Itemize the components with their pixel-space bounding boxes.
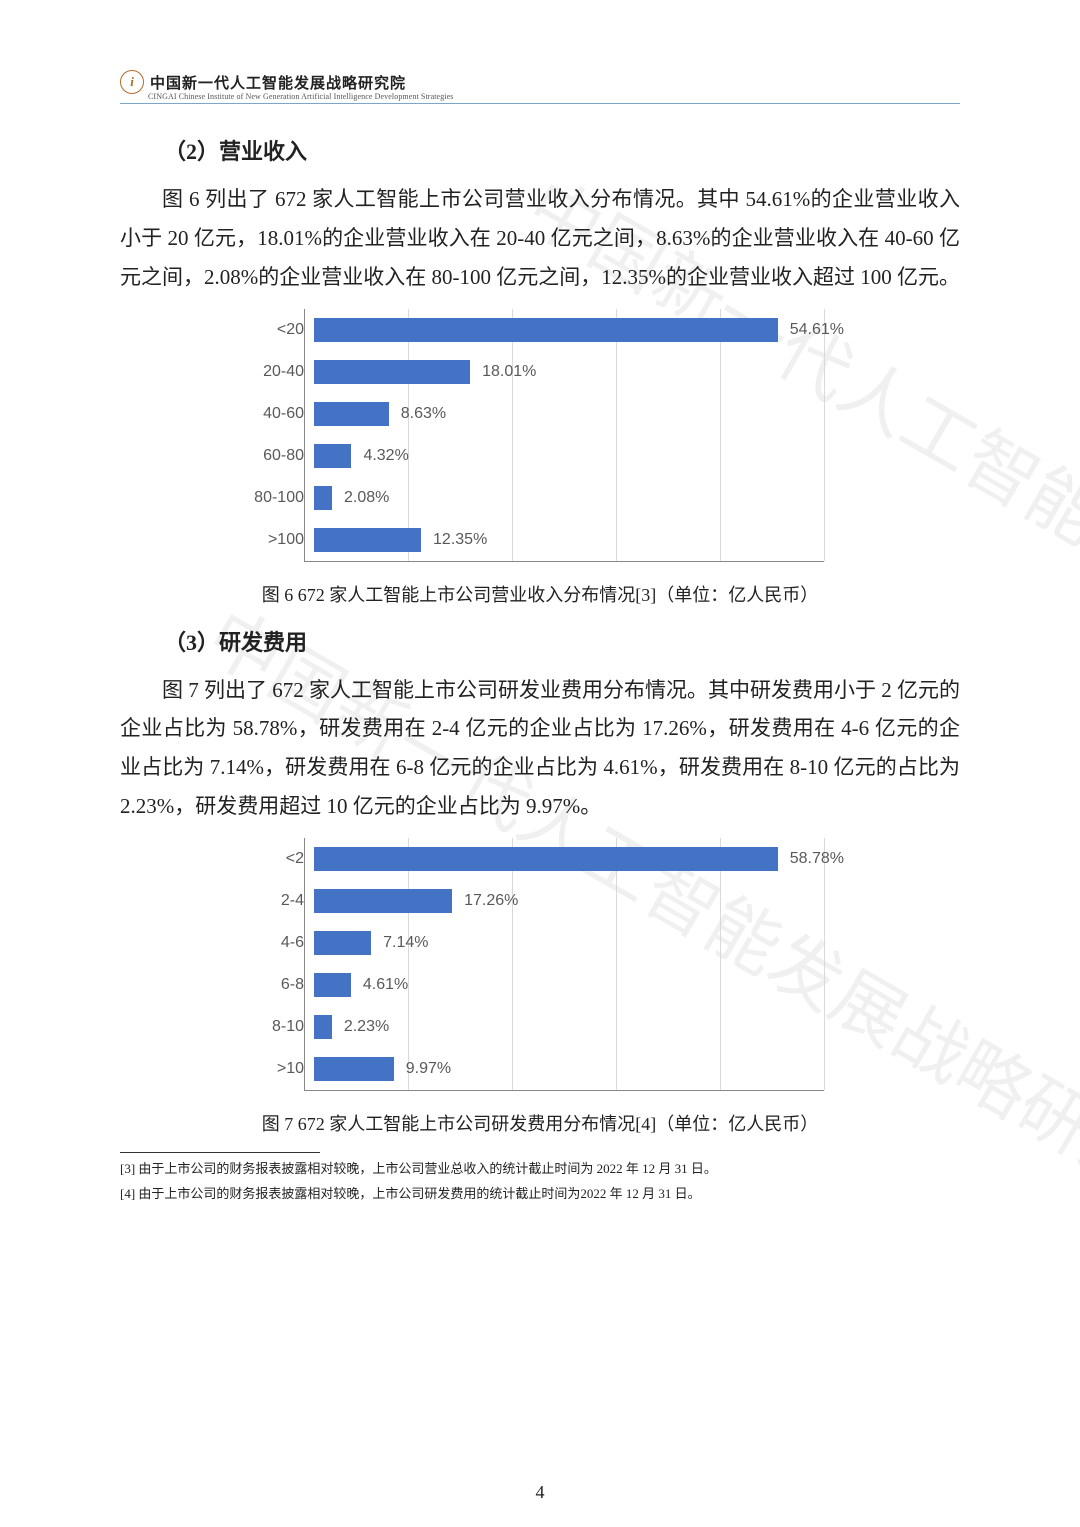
chart-row: 2-4 17.26% [230, 880, 844, 922]
section-2-paragraph: 图 6 列出了 672 家人工智能上市公司营业收入分布情况。其中 54.61%的… [120, 180, 960, 297]
chart-category-label: 20-40 [230, 363, 314, 381]
chart-value-label: 9.97% [406, 1060, 451, 1078]
chart-value-label: 4.61% [363, 976, 408, 994]
footnote-rule [120, 1152, 320, 1153]
chart-y-axis [304, 309, 305, 561]
chart-row: 4-6 7.14% [230, 922, 844, 964]
chart-row: >100 12.35% [230, 519, 844, 561]
chart-bar [314, 402, 389, 426]
chart-bar-track: 54.61% [314, 309, 844, 351]
chart-row: >10 9.97% [230, 1048, 844, 1090]
chart-bar-track: 9.97% [314, 1048, 844, 1090]
chart-value-label: 58.78% [790, 850, 844, 868]
chart-bar-track: 58.78% [314, 838, 844, 880]
chart-bar-track: 8.63% [314, 393, 844, 435]
chart-value-label: 18.01% [482, 363, 536, 381]
chart-category-label: >100 [230, 531, 314, 549]
org-name-en: CINGAI Chinese Institute of New Generati… [148, 92, 960, 101]
chart-bar [314, 1015, 332, 1039]
page-number: 4 [0, 1482, 1080, 1503]
chart-bar [314, 931, 371, 955]
chart-category-label: 60-80 [230, 447, 314, 465]
chart-row: 80-100 2.08% [230, 477, 844, 519]
figure-7: <2 58.78% 2-4 17.26% 4-6 7.14% 6-8 4.61% 8-10 2.2… [230, 838, 850, 1090]
chart-row: <2 58.78% [230, 838, 844, 880]
chart-bar-track: 12.35% [314, 519, 844, 561]
document-page: i 中国新一代人工智能发展战略研究院 CINGAI Chinese Instit… [0, 0, 1080, 1527]
chart-bar [314, 528, 421, 552]
chart-bar [314, 1057, 394, 1081]
section-3-title: （3）研发费用 [120, 625, 960, 657]
chart-bar-track: 18.01% [314, 351, 844, 393]
chart-bar-track: 2.23% [314, 1006, 844, 1048]
chart-row: <20 54.61% [230, 309, 844, 351]
chart-value-label: 2.23% [344, 1018, 389, 1036]
section-3-paragraph: 图 7 列出了 672 家人工智能上市公司研发业费用分布情况。其中研发费用小于 … [120, 671, 960, 826]
chart-bar [314, 360, 470, 384]
chart-bar-track: 4.61% [314, 964, 844, 1006]
chart-row: 40-60 8.63% [230, 393, 844, 435]
chart-value-label: 12.35% [433, 531, 487, 549]
section-2-title: （2）营业收入 [120, 134, 960, 166]
chart-x-axis [304, 1090, 824, 1091]
org-name-cn: 中国新一代人工智能发展战略研究院 [150, 72, 406, 93]
chart-bar [314, 973, 351, 997]
chart-row: 6-8 4.61% [230, 964, 844, 1006]
chart-bar [314, 486, 332, 510]
chart-bar-track: 4.32% [314, 435, 844, 477]
chart-bar-track: 17.26% [314, 880, 844, 922]
chart-category-label: <20 [230, 321, 314, 339]
chart-value-label: 4.32% [363, 447, 408, 465]
chart-7-bars: <2 58.78% 2-4 17.26% 4-6 7.14% 6-8 4.61% 8-10 2.2… [230, 838, 844, 1090]
footnote-4: [4] 由于上市公司的财务报表披露相对较晚，上市公司研发费用的统计截止时间为20… [120, 1184, 960, 1204]
chart-bar [314, 889, 452, 913]
chart-y-axis [304, 838, 305, 1090]
org-logo-icon: i [120, 70, 144, 94]
figure-6-caption: 图 6 672 家人工智能上市公司营业收入分布情况[3]（单位：亿人民币） [120, 581, 960, 607]
chart-value-label: 8.63% [401, 405, 446, 423]
chart-bar [314, 847, 778, 871]
figure-7-caption: 图 7 672 家人工智能上市公司研发费用分布情况[4]（单位：亿人民币） [120, 1110, 960, 1136]
chart-row: 60-80 4.32% [230, 435, 844, 477]
chart-bar-track: 7.14% [314, 922, 844, 964]
chart-bar [314, 444, 351, 468]
chart-category-label: 2-4 [230, 892, 314, 910]
chart-category-label: 80-100 [230, 489, 314, 507]
chart-value-label: 2.08% [344, 489, 389, 507]
chart-category-label: <2 [230, 850, 314, 868]
chart-row: 20-40 18.01% [230, 351, 844, 393]
footnote-3: [3] 由于上市公司的财务报表披露相对较晚，上市公司营业总收入的统计截止时间为 … [120, 1159, 960, 1179]
chart-category-label: 4-6 [230, 934, 314, 952]
page-header: i 中国新一代人工智能发展战略研究院 CINGAI Chinese Instit… [120, 70, 960, 104]
chart-x-axis [304, 561, 824, 562]
chart-bar-track: 2.08% [314, 477, 844, 519]
chart-6-bars: <20 54.61% 20-40 18.01% 40-60 8.63% 60-80 4.32%… [230, 309, 844, 561]
chart-value-label: 7.14% [383, 934, 428, 952]
chart-category-label: 40-60 [230, 405, 314, 423]
chart-category-label: 6-8 [230, 976, 314, 994]
chart-value-label: 17.26% [464, 892, 518, 910]
chart-row: 8-10 2.23% [230, 1006, 844, 1048]
chart-category-label: 8-10 [230, 1018, 314, 1036]
chart-bar [314, 318, 778, 342]
chart-category-label: >10 [230, 1060, 314, 1078]
chart-value-label: 54.61% [790, 321, 844, 339]
figure-6: <20 54.61% 20-40 18.01% 40-60 8.63% 60-80 4.32%… [230, 309, 850, 561]
